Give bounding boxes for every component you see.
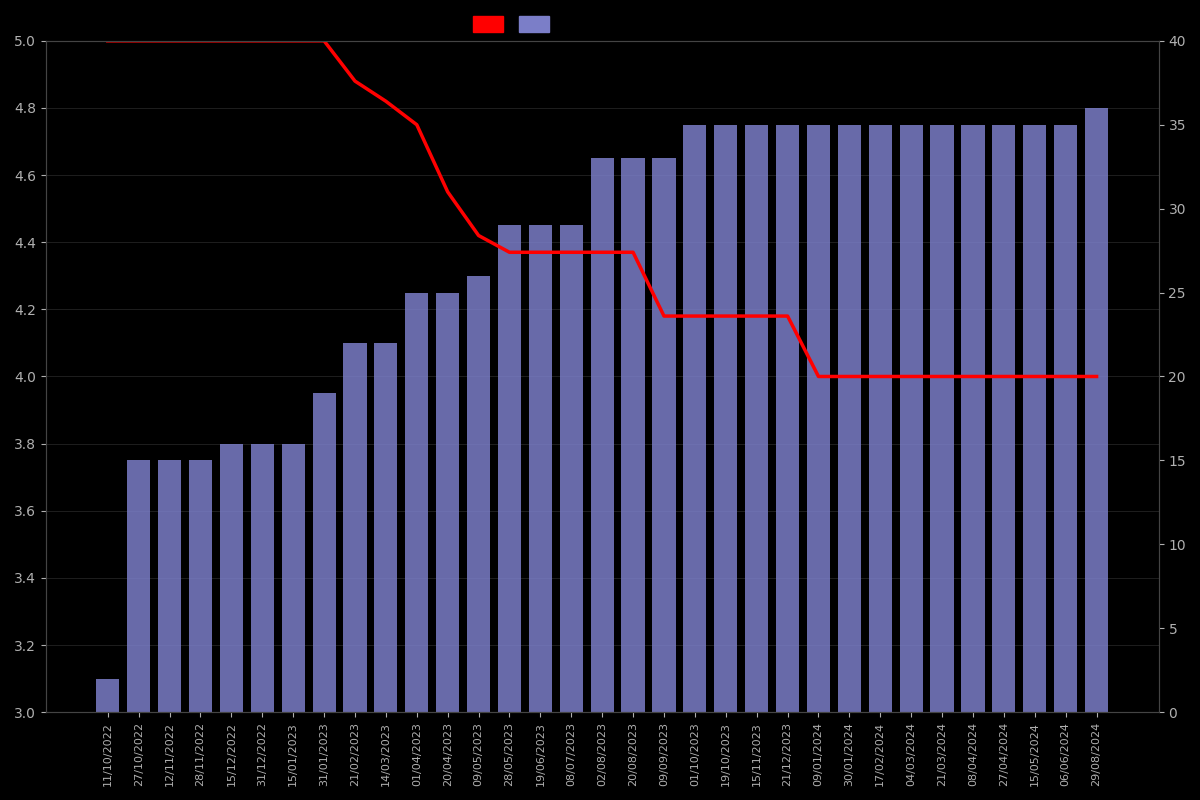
Bar — [498, 226, 521, 712]
Bar — [683, 125, 707, 712]
Bar — [622, 158, 644, 712]
Bar — [1054, 125, 1078, 712]
Bar — [374, 343, 397, 712]
Bar — [406, 293, 428, 712]
Bar — [776, 125, 799, 712]
Bar — [96, 678, 119, 712]
Bar — [1024, 125, 1046, 712]
Bar — [961, 125, 984, 712]
Bar — [930, 125, 954, 712]
Bar — [282, 444, 305, 712]
Bar — [559, 226, 583, 712]
Bar — [312, 394, 336, 712]
Bar — [188, 460, 212, 712]
Bar — [220, 444, 242, 712]
Bar — [251, 444, 274, 712]
Bar — [529, 226, 552, 712]
Bar — [1085, 108, 1108, 712]
Bar — [745, 125, 768, 712]
Bar — [838, 125, 860, 712]
Bar — [653, 158, 676, 712]
Bar — [714, 125, 737, 712]
Bar — [806, 125, 830, 712]
Bar — [127, 460, 150, 712]
Bar — [900, 125, 923, 712]
Bar — [467, 276, 490, 712]
Bar — [158, 460, 181, 712]
Bar — [869, 125, 892, 712]
Legend: , : , — [467, 11, 559, 38]
Bar — [343, 343, 366, 712]
Bar — [436, 293, 460, 712]
Bar — [590, 158, 613, 712]
Bar — [992, 125, 1015, 712]
